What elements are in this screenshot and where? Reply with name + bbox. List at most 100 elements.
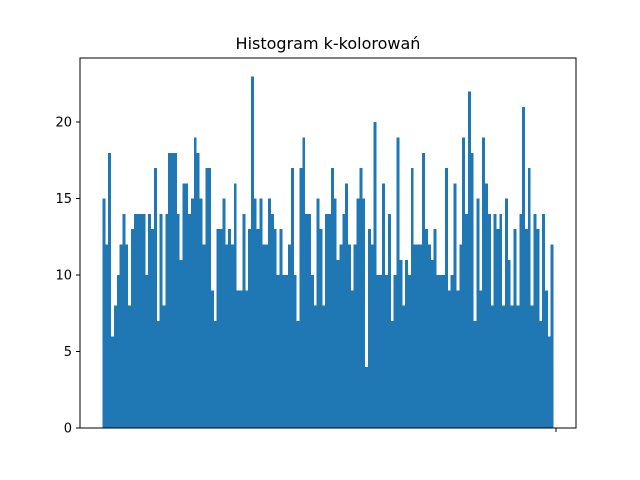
histogram-bar <box>445 168 448 428</box>
axes-frame <box>79 57 577 429</box>
histogram-bar <box>402 305 406 428</box>
histogram-bar <box>456 290 460 428</box>
histogram-bar <box>219 229 223 428</box>
histogram-bar <box>259 198 263 428</box>
histogram-bar <box>239 290 243 428</box>
histogram-bar <box>516 305 520 428</box>
y-tick-label: 20 <box>55 116 72 131</box>
histogram-bar <box>270 213 274 428</box>
histogram-bar <box>385 275 388 428</box>
histogram-bar <box>245 290 249 428</box>
histogram-bar <box>362 198 366 428</box>
histogram-bar <box>319 229 323 428</box>
histogram-bar <box>225 244 229 428</box>
histogram-bar <box>382 183 386 428</box>
histogram-bar <box>122 213 126 428</box>
histogram-bar <box>116 275 120 428</box>
histogram-bar <box>142 213 146 428</box>
histogram-bar <box>325 213 329 428</box>
histogram-bar <box>422 152 426 429</box>
bars-group <box>102 76 554 429</box>
histogram-bar <box>145 275 149 428</box>
histogram-bar <box>113 305 117 428</box>
histogram-bar <box>296 320 300 428</box>
histogram-bar <box>365 366 369 428</box>
histogram-bar <box>399 259 403 428</box>
histogram-bar <box>108 152 112 429</box>
histogram-bar <box>499 213 503 428</box>
histogram-bar <box>533 213 537 428</box>
histogram-bar <box>550 244 554 428</box>
histogram-bar <box>367 229 371 428</box>
histogram-bar <box>396 137 400 428</box>
y-axis-ticks: 0 5 10 15 20 <box>55 116 80 437</box>
histogram-bar <box>276 275 280 428</box>
histogram-bar <box>356 198 360 428</box>
histogram-bar <box>453 183 457 428</box>
histogram-bar <box>542 213 545 428</box>
histogram-bar <box>510 305 514 428</box>
histogram-bar <box>133 213 137 428</box>
histogram-bar <box>125 244 129 428</box>
histogram-bar <box>413 244 417 428</box>
histogram-bar <box>522 106 525 429</box>
histogram-bar <box>504 198 508 428</box>
histogram-bar <box>379 275 383 428</box>
histogram-bar <box>305 213 309 428</box>
histogram-bar <box>427 244 431 428</box>
histogram-bar <box>339 244 343 428</box>
histogram-bar <box>119 244 123 428</box>
histogram-bar <box>199 198 203 428</box>
histogram-bar <box>333 198 337 428</box>
histogram-bar <box>159 213 163 428</box>
histogram-bar <box>308 213 311 428</box>
histogram-bar <box>376 275 380 428</box>
histogram-bar <box>299 168 303 428</box>
histogram-bar <box>430 259 434 428</box>
chart-title: Histogram k-kolorowań <box>236 34 421 53</box>
histogram-bar <box>288 244 291 428</box>
histogram-bar <box>176 213 180 428</box>
histogram-bar <box>347 244 351 428</box>
histogram-bar <box>390 320 394 428</box>
histogram-bar <box>425 229 428 428</box>
histogram-bar <box>210 290 214 428</box>
histogram-bar <box>527 168 531 428</box>
histogram-bar <box>102 198 106 428</box>
histogram-bar <box>250 76 254 428</box>
histogram-bar <box>479 290 483 428</box>
histogram-bar <box>442 275 446 428</box>
histogram-bar <box>293 275 297 428</box>
histogram-bar <box>273 229 277 428</box>
histogram-bar <box>470 152 474 429</box>
histogram-bar <box>530 305 534 428</box>
histogram-bar <box>268 198 271 428</box>
histogram-bar <box>233 183 237 428</box>
histogram-bar <box>462 137 466 428</box>
histogram-bar <box>350 290 354 428</box>
histogram-bar <box>373 122 377 429</box>
histogram-bar <box>544 290 548 428</box>
histogram-bar <box>128 305 132 428</box>
histogram-bar <box>213 320 217 428</box>
histogram-bar <box>285 275 289 428</box>
histogram-bar <box>322 305 326 428</box>
histogram-bar <box>230 244 234 428</box>
histogram-bar <box>353 244 357 428</box>
histogram-bar <box>524 229 528 428</box>
histogram-bar <box>216 229 220 428</box>
histogram-bar <box>131 229 134 428</box>
histogram-bar <box>387 213 391 428</box>
histogram-bar <box>447 290 451 428</box>
histogram-bar <box>171 152 174 429</box>
histogram-bar <box>139 213 143 428</box>
histogram-bar <box>188 213 192 428</box>
histogram-bar <box>330 168 334 428</box>
histogram-bar <box>493 213 497 428</box>
histogram-bar <box>153 168 157 428</box>
histogram-bar <box>476 198 480 428</box>
histogram-bar <box>262 244 266 428</box>
histogram-bar <box>473 320 477 428</box>
histogram-bar <box>502 305 506 428</box>
histogram-bar <box>265 244 269 428</box>
